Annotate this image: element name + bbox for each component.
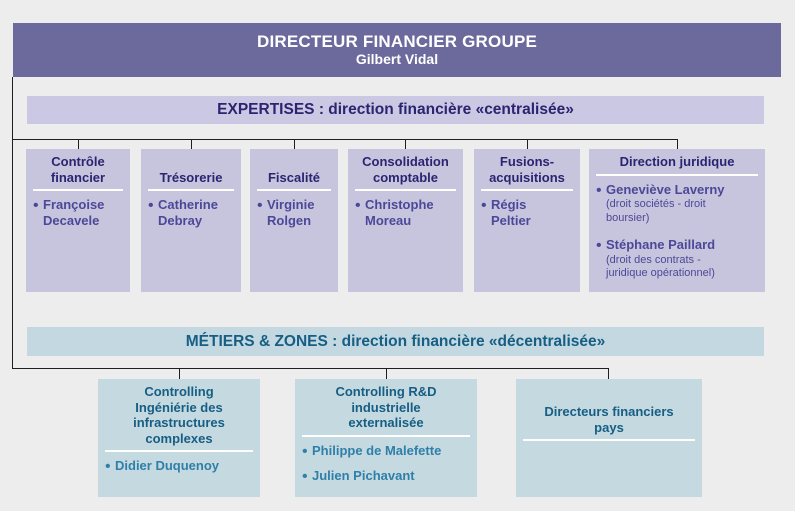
box-title: Contrôle financier [50, 154, 106, 185]
list-item: Régis Peltier [480, 197, 574, 228]
connector-stub-expertise-4 [405, 139, 406, 149]
connector-stub-expertise-1 [78, 139, 79, 149]
box-tresorerie: Trésorerie Catherine Debray [141, 149, 241, 292]
list-item: Christophe Moreau [354, 197, 457, 228]
member-list: Christophe Moreau [354, 197, 457, 228]
connector-stub-expertise-6 [677, 139, 678, 149]
list-item: Stéphane Paillard (droit des contrats - … [595, 237, 759, 281]
box-controlling-ingenierie: Controlling Ingéniérie des infrastructur… [98, 379, 260, 497]
title-underline [596, 173, 758, 176]
title-underline [355, 189, 456, 191]
connector-stub-metier-1 [179, 368, 180, 379]
list-item: Catherine Debray [147, 197, 235, 228]
list-item: Geneviève Laverny (droit sociétés - droi… [595, 182, 759, 226]
member-detail: (droit sociétés - droit boursier) [606, 198, 706, 224]
member-list: Geneviève Laverny (droit sociétés - droi… [595, 182, 759, 281]
box-title: Controlling Ingéniérie des infrastructur… [133, 384, 225, 446]
list-item: Virginie Rolgen [256, 197, 332, 228]
connector-expertises-rail [12, 139, 678, 140]
title-underline [105, 450, 253, 452]
connector-stub-expertise-5 [527, 139, 528, 149]
metiers-zones-band: MÉTIERS & ZONES : direction financière «… [27, 327, 764, 356]
member-name: Didier Duquenoy [115, 458, 220, 473]
box-fiscalite: Fiscalité Virginie Rolgen [250, 149, 338, 292]
box-title: Consolidation comptable [362, 154, 449, 185]
member-name: Françoise Decavele [43, 197, 105, 228]
connector-stub-metier-3 [608, 368, 609, 379]
box-fusions-acquisitions: Fusions- acquisitions Régis Peltier [474, 149, 580, 292]
expertises-band: EXPERTISES : direction financière «centr… [27, 96, 764, 124]
list-item: Françoise Decavele [32, 197, 124, 228]
member-detail: (droit des contrats - juridique opératio… [606, 253, 715, 280]
box-title: Trésorerie [159, 169, 223, 185]
title-underline [148, 189, 234, 191]
header-title: DIRECTEUR FINANCIER GROUPE [256, 32, 538, 51]
connector-stub-expertise-2 [191, 139, 192, 149]
member-list: Catherine Debray [147, 197, 235, 228]
member-list: Philippe de Malefette Julien Pichavant [301, 442, 471, 486]
group-cfo-header: DIRECTEUR FINANCIER GROUPE Gilbert Vidal [13, 23, 781, 77]
connector-metiers-rail [12, 368, 609, 369]
list-item: Didier Duquenoy [104, 458, 254, 475]
member-list: Françoise Decavele [32, 197, 124, 228]
header-subtitle: Gilbert Vidal [355, 51, 439, 67]
member-name: Christophe Moreau [365, 197, 434, 228]
title-underline [302, 434, 470, 437]
box-title: Controlling R&D industrielle externalisé… [335, 384, 437, 430]
member-list: Didier Duquenoy [104, 458, 254, 475]
box-title: Fusions- acquisitions [489, 154, 565, 185]
member-name: Virginie Rolgen [267, 197, 315, 228]
box-title: Directeurs financiers pays [544, 404, 674, 435]
member-list: Régis Peltier [480, 197, 574, 228]
member-name: Geneviève Laverny [606, 181, 725, 197]
title-underline [33, 189, 123, 191]
box-direction-juridique: Direction juridique Geneviève Laverny (d… [589, 149, 765, 292]
connector-stub-metier-2 [386, 368, 387, 379]
member-name: Philippe de Malefette [312, 442, 442, 458]
connector-stub-expertise-3 [294, 139, 295, 149]
member-list: Virginie Rolgen [256, 197, 332, 228]
box-consolidation-comptable: Consolidation comptable Christophe Morea… [348, 149, 463, 292]
title-underline [257, 189, 331, 191]
box-directeurs-financiers-pays: Directeurs financiers pays [516, 379, 702, 497]
title-underline [481, 189, 573, 191]
connector-vertical-main [12, 77, 13, 369]
member-name: Régis Peltier [491, 197, 531, 228]
member-name: Stéphane Paillard [606, 237, 716, 252]
title-underline [523, 439, 695, 441]
box-controle-financier: Contrôle financier Françoise Decavele [26, 149, 130, 292]
list-item: Philippe de Malefette [301, 442, 471, 460]
member-name: Julien Pichavant [312, 468, 415, 483]
box-title: Direction juridique [619, 154, 735, 169]
member-name: Catherine Debray [158, 197, 218, 228]
box-title: Fiscalité [267, 169, 321, 185]
box-controlling-rd: Controlling R&D industrielle externalisé… [295, 379, 477, 497]
list-item: Julien Pichavant [301, 468, 471, 485]
